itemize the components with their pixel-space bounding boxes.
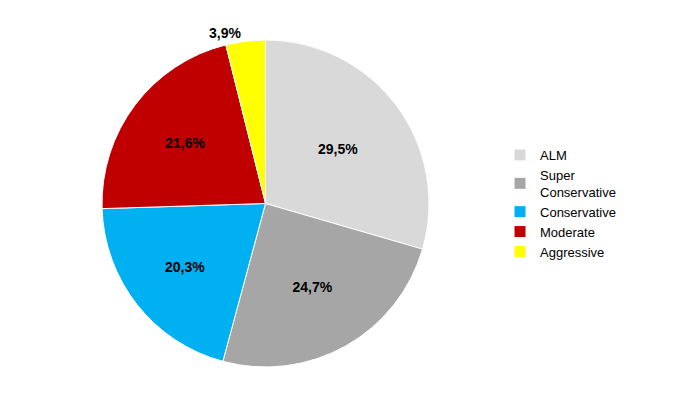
svg-text:3,9%: 3,9%: [209, 25, 241, 41]
svg-text:29,5%: 29,5%: [318, 141, 358, 157]
svg-text:24,7%: 24,7%: [292, 279, 332, 295]
svg-text:20,3%: 20,3%: [165, 259, 205, 275]
svg-text:Conservative: Conservative: [540, 205, 616, 220]
svg-text:SuperConservative: SuperConservative: [540, 168, 616, 200]
svg-text:Moderate: Moderate: [540, 225, 595, 240]
svg-text:Aggressive: Aggressive: [540, 245, 604, 260]
svg-text:21,6%: 21,6%: [165, 135, 205, 151]
svg-text:ALM: ALM: [540, 148, 567, 163]
